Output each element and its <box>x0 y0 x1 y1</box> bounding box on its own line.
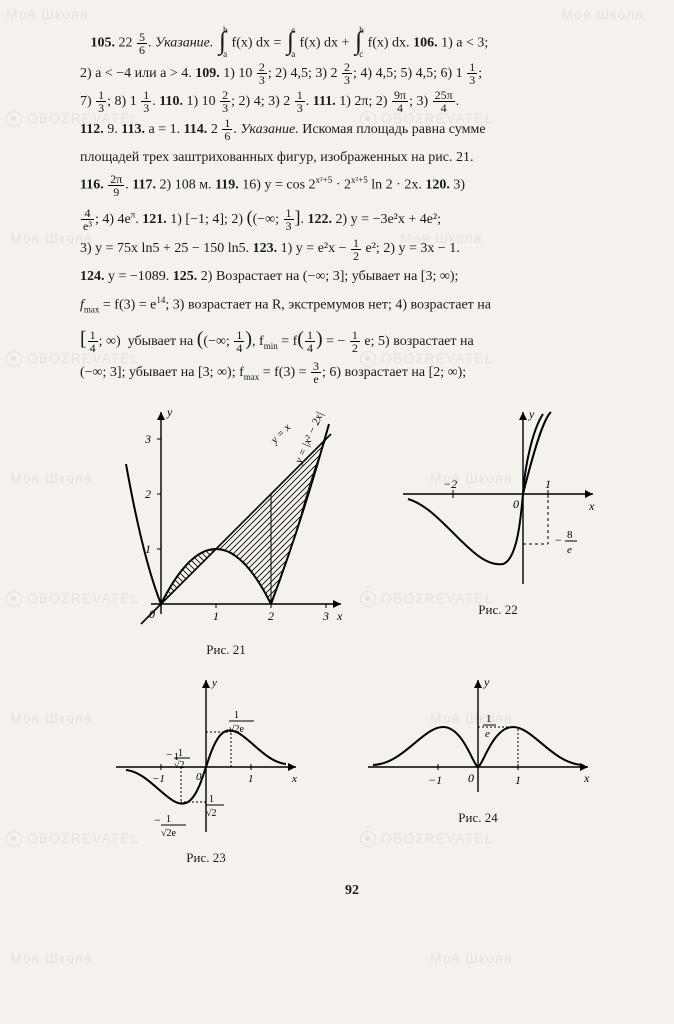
fig24-caption: Рис. 24 <box>358 806 598 830</box>
fig21-svg: 0 1 2 3 1 2 3 x y <box>101 404 351 634</box>
fig22-caption: Рис. 22 <box>393 598 603 622</box>
svg-text:−2: −2 <box>443 477 457 491</box>
line-125b: fmax = f(3) = e14; 3) возрастает на R, э… <box>80 292 624 319</box>
fig23-svg: x y 0 −1 1 1√2e 1 <box>106 672 306 842</box>
svg-text:1: 1 <box>213 609 219 623</box>
svg-text:1: 1 <box>545 477 551 491</box>
svg-text:8: 8 <box>567 529 573 541</box>
svg-text:1: 1 <box>248 773 254 785</box>
svg-text:3: 3 <box>322 609 329 623</box>
fig24-svg: x y 0 −1 1 1 e <box>358 672 598 802</box>
svg-text:−: − <box>154 813 161 827</box>
line-125d: (−∞; 3]; убывает на [3; ∞); fmax = f(3) … <box>80 360 624 386</box>
line-123: 3) y = 75x ln5 + 25 − 150 ln5. 123. 1) y… <box>80 236 624 262</box>
svg-text:x: x <box>291 773 297 785</box>
svg-text:x: x <box>588 499 595 513</box>
line-124-125: 124. y = −1089. 125. 2) Возрастает на (−… <box>80 264 624 290</box>
svg-text:2: 2 <box>268 609 274 623</box>
svg-text:√2e: √2e <box>161 828 176 839</box>
line-110-111: 7) 13; 8) 1 13. 110. 1) 10 23; 2) 4; 3) … <box>80 89 624 115</box>
figure-21: 0 1 2 3 1 2 3 x y <box>101 404 351 662</box>
svg-text:e: e <box>567 544 572 556</box>
page-content: 105. 22 56. Указание. b∫a f(x) dx = c∫a … <box>0 0 674 924</box>
line-109: 2) a < −4 или a > 4. 109. 1) 10 23; 2) 4… <box>80 61 624 87</box>
svg-text:1: 1 <box>178 748 183 759</box>
svg-text:−1: −1 <box>428 773 442 787</box>
svg-text:3: 3 <box>144 432 151 446</box>
svg-text:0: 0 <box>468 771 474 785</box>
fig21-caption: Рис. 21 <box>101 638 351 662</box>
svg-text:y: y <box>483 675 490 689</box>
figure-23: x y 0 −1 1 1√2e 1 <box>106 672 306 870</box>
watermark-moya: Моя Школа <box>10 950 93 966</box>
svg-text:1: 1 <box>209 794 214 805</box>
line-105: 105. 22 56. Указание. b∫a f(x) dx = c∫a … <box>80 28 624 59</box>
svg-text:0: 0 <box>513 497 519 511</box>
svg-text:1: 1 <box>486 713 492 725</box>
line-125c: [14; ∞) убывает на ((−∞; 14), fmin = f(1… <box>80 321 624 358</box>
svg-text:−1: −1 <box>152 773 165 785</box>
fig23-caption: Рис. 23 <box>106 846 306 870</box>
fig22-svg: x y 0 −2 1 − 8 <box>393 404 603 594</box>
svg-text:√2: √2 <box>206 808 217 819</box>
svg-text:√2: √2 <box>174 760 185 771</box>
line-116-120: 116. 2π9. 117. 2) 108 м. 119. 16) y = co… <box>80 172 624 199</box>
svg-text:√2e: √2e <box>229 724 244 735</box>
svg-text:−: − <box>166 749 172 761</box>
line-114b: площадей трех заштрихованных фигур, изоб… <box>80 145 624 171</box>
figure-22: x y 0 −2 1 − 8 <box>393 404 603 662</box>
svg-text:y: y <box>211 677 217 689</box>
svg-text:−: − <box>555 533 562 547</box>
line-112-114: 112. 9. 113. a = 1. 114. 2 16. Указание.… <box>80 117 624 143</box>
svg-text:x: x <box>583 771 590 785</box>
svg-text:x: x <box>336 609 343 623</box>
svg-text:1: 1 <box>515 773 521 787</box>
page-number: 92 <box>80 878 624 904</box>
svg-text:y = x: y = x <box>268 421 293 446</box>
figures-block: 0 1 2 3 1 2 3 x y <box>80 404 624 870</box>
answers-text: 105. 22 56. Указание. b∫a f(x) dx = c∫a … <box>80 28 624 386</box>
line-121-122: 4e³; 4) 4eπ. 121. 1) [−1; 4]; 2) ((−∞; 1… <box>80 201 624 234</box>
figure-24: x y 0 −1 1 1 e Рис. 24 <box>358 672 598 870</box>
svg-text:2: 2 <box>145 487 151 501</box>
svg-text:1: 1 <box>166 814 171 825</box>
svg-text:y: y <box>528 407 535 421</box>
watermark-moya: Моя Школа <box>430 950 513 966</box>
svg-text:y: y <box>166 405 173 419</box>
svg-text:e: e <box>485 728 490 740</box>
svg-text:1: 1 <box>234 710 239 721</box>
